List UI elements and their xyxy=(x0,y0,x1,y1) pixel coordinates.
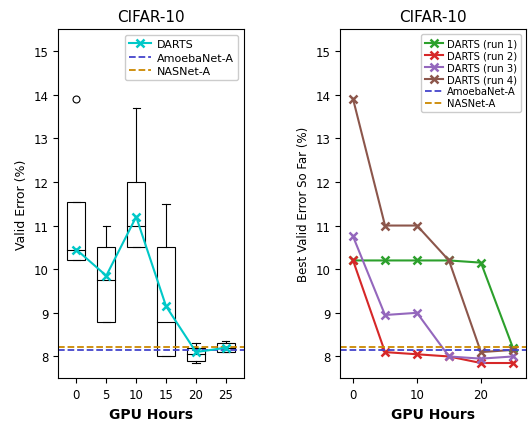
DARTS xyxy=(193,350,199,355)
DARTS (run 4) xyxy=(478,350,484,355)
Legend: DARTS, AmoebaNet-A, NASNet-A: DARTS, AmoebaNet-A, NASNet-A xyxy=(125,36,238,81)
DARTS (run 3) xyxy=(446,354,452,359)
Line: DARTS (run 2): DARTS (run 2) xyxy=(349,257,517,367)
Y-axis label: Best Valid Error So Far (%): Best Valid Error So Far (%) xyxy=(297,127,310,282)
DARTS (run 2) xyxy=(510,361,516,366)
Bar xyxy=(97,248,115,322)
DARTS (run 4) xyxy=(446,258,452,264)
DARTS xyxy=(103,273,109,279)
DARTS (run 3) xyxy=(414,310,420,316)
Bar xyxy=(67,202,85,261)
NASNet-A xyxy=(79,344,85,350)
DARTS (run 4) xyxy=(510,347,516,353)
NASNet-A xyxy=(356,344,363,350)
Bar xyxy=(217,344,235,352)
DARTS (run 4) xyxy=(414,224,420,229)
AmoebaNet-A xyxy=(356,347,363,353)
Line: DARTS (run 1): DARTS (run 1) xyxy=(349,257,517,352)
X-axis label: GPU Hours: GPU Hours xyxy=(391,407,475,421)
DARTS (run 2) xyxy=(478,361,484,366)
Bar xyxy=(187,348,205,361)
DARTS (run 3) xyxy=(510,354,516,359)
Bar xyxy=(127,182,145,248)
DARTS (run 2) xyxy=(382,350,388,355)
DARTS xyxy=(133,215,139,220)
Legend: DARTS (run 1), DARTS (run 2), DARTS (run 3), DARTS (run 4), AmoebaNet-A, NASNet-: DARTS (run 1), DARTS (run 2), DARTS (run… xyxy=(421,35,521,113)
DARTS (run 1) xyxy=(382,258,388,264)
DARTS (run 3) xyxy=(382,313,388,318)
AmoebaNet-A xyxy=(73,347,80,353)
Bar xyxy=(157,248,175,356)
Y-axis label: Valid Error (%): Valid Error (%) xyxy=(15,159,28,249)
DARTS (run 2) xyxy=(350,258,356,264)
DARTS (run 1) xyxy=(478,261,484,266)
DARTS xyxy=(222,345,229,350)
DARTS (run 3) xyxy=(350,234,356,240)
Line: DARTS: DARTS xyxy=(72,213,230,356)
NASNet-A xyxy=(73,344,80,350)
X-axis label: GPU Hours: GPU Hours xyxy=(109,407,193,421)
DARTS (run 1) xyxy=(446,258,452,264)
NASNet-A xyxy=(350,344,356,350)
DARTS xyxy=(73,247,80,252)
DARTS (run 3) xyxy=(478,356,484,361)
DARTS (run 2) xyxy=(446,354,452,359)
AmoebaNet-A xyxy=(350,347,356,353)
DARTS (run 4) xyxy=(350,97,356,102)
AmoebaNet-A xyxy=(79,347,85,353)
DARTS (run 1) xyxy=(350,258,356,264)
Title: CIFAR-10: CIFAR-10 xyxy=(117,10,185,25)
DARTS (run 1) xyxy=(510,345,516,350)
Line: DARTS (run 4): DARTS (run 4) xyxy=(349,95,517,356)
DARTS (run 4) xyxy=(382,224,388,229)
Title: CIFAR-10: CIFAR-10 xyxy=(399,10,467,25)
DARTS (run 1) xyxy=(414,258,420,264)
Line: DARTS (run 3): DARTS (run 3) xyxy=(349,233,517,363)
DARTS xyxy=(163,304,169,309)
DARTS (run 2) xyxy=(414,352,420,357)
